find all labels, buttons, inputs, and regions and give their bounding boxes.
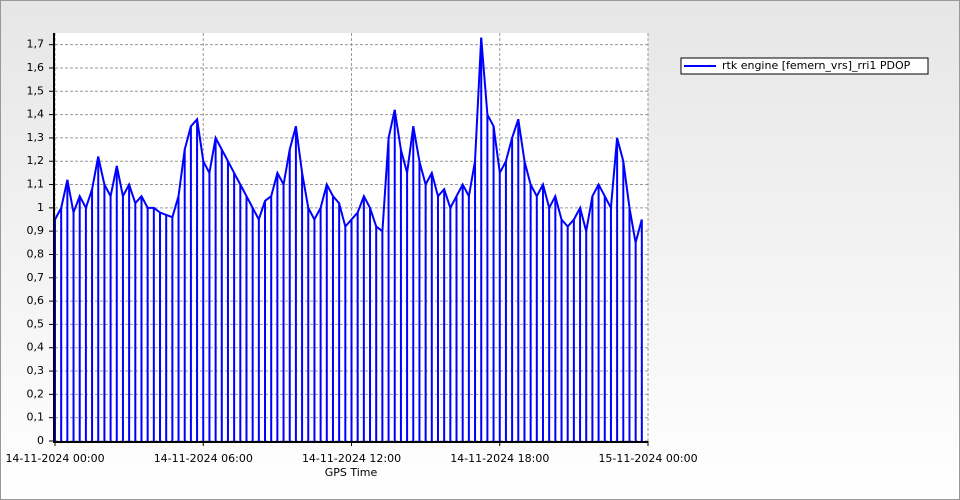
y-tick-label: 0,4 [27, 341, 45, 354]
y-tick-label: 0,9 [27, 224, 45, 237]
y-tick-label: 0 [37, 434, 44, 447]
x-axis-title: GPS Time [325, 466, 378, 479]
series-line [54, 37, 643, 244]
y-tick-label: 1,4 [27, 108, 45, 121]
legend-label: rtk engine [femern_vrs]_rri1 PDOP [722, 59, 911, 72]
x-tick-label: 14-11-2024 00:00 [5, 452, 104, 465]
x-tick-label: 14-11-2024 18:00 [450, 452, 549, 465]
y-tick-label: 1,1 [27, 178, 45, 191]
legend-box [680, 57, 929, 75]
y-tick-label: 1,6 [27, 61, 45, 74]
y-tick-label: 1 [37, 201, 44, 214]
y-tick-label: 0,2 [27, 387, 45, 400]
y-tick-label: 1,3 [27, 131, 45, 144]
y-tick-label: 1,2 [27, 154, 45, 167]
y-tick-label: 0,5 [27, 317, 45, 330]
y-tick-label: 0,6 [27, 294, 45, 307]
y-tick-label: 0,7 [27, 271, 45, 284]
y-tick-label: 1,5 [27, 84, 45, 97]
y-tick-label: 0,1 [27, 411, 45, 424]
x-tick-label: 15-11-2024 00:00 [598, 452, 697, 465]
x-tick-label: 14-11-2024 12:00 [302, 452, 401, 465]
y-tick-label: 0,8 [27, 247, 45, 260]
x-tick-label: 14-11-2024 06:00 [154, 452, 253, 465]
y-tick-label: 0,3 [27, 364, 45, 377]
y-tick-label: 1,7 [27, 38, 45, 51]
